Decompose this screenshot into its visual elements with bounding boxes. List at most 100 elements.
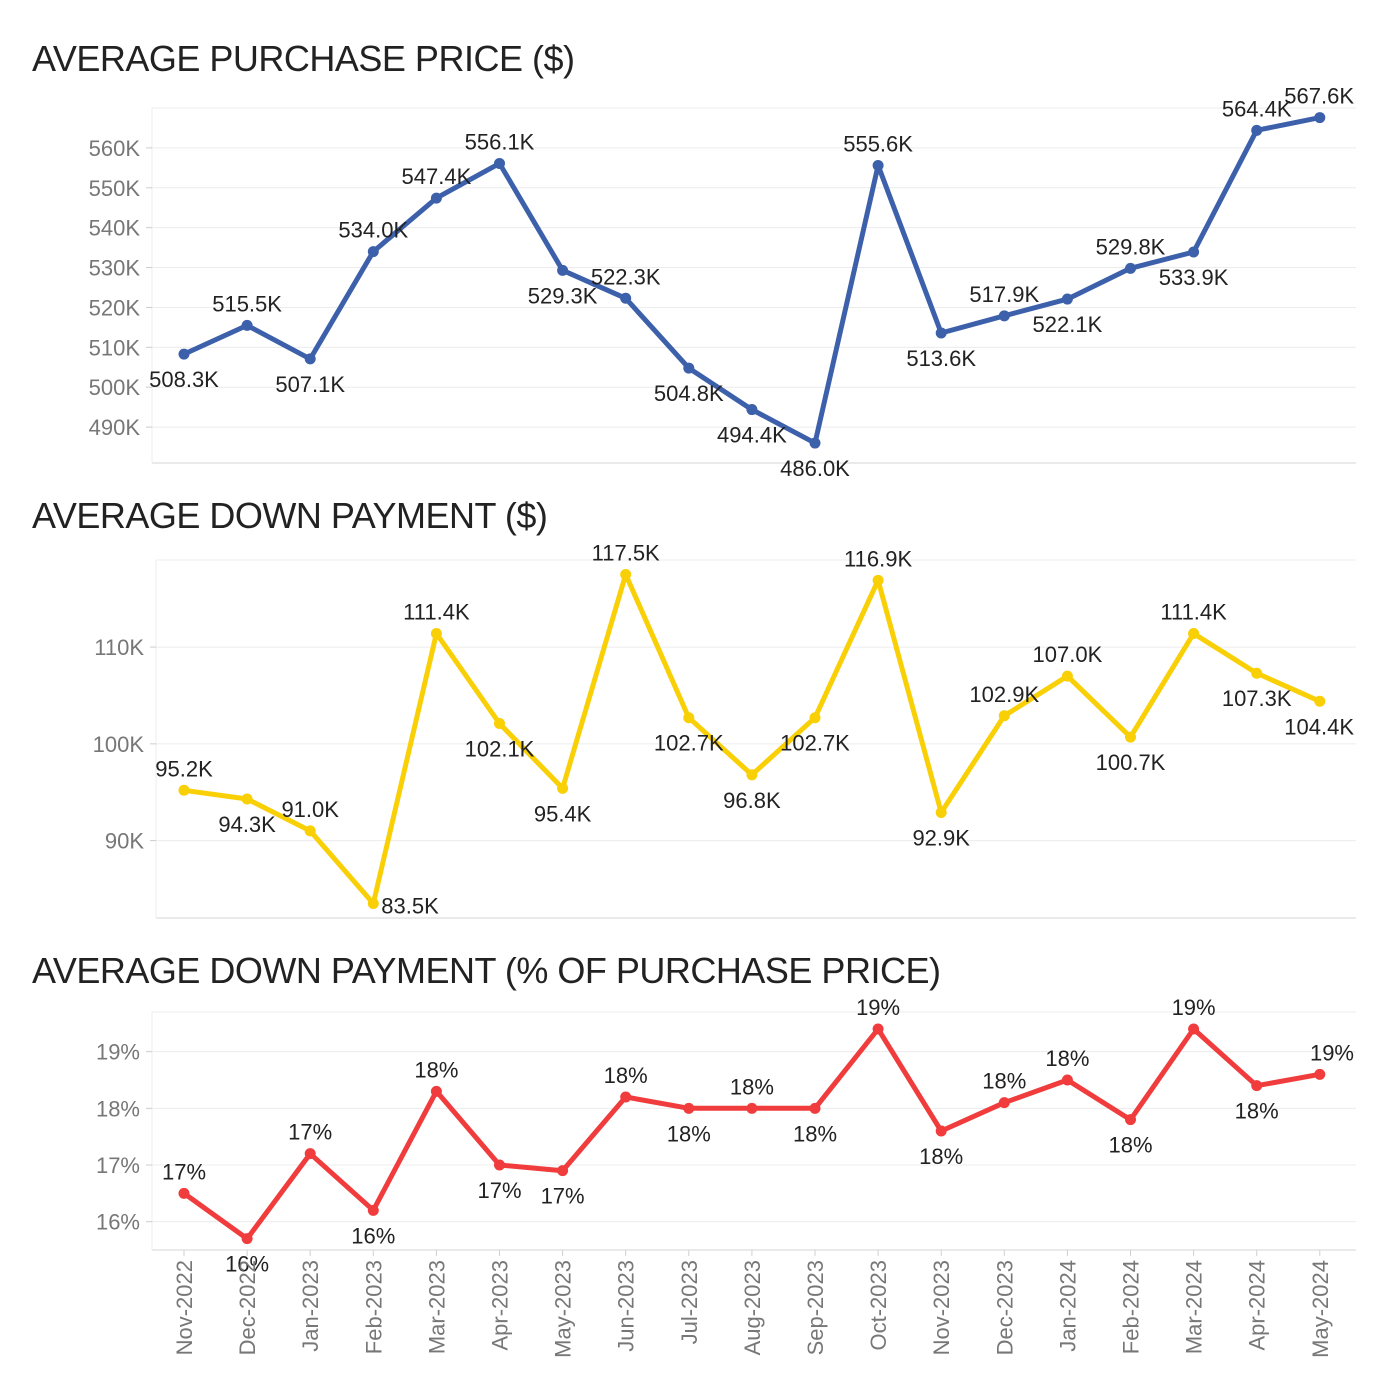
down-payment-pct-data-label: 18%: [793, 1121, 837, 1146]
down-payment-pct-y-tick-label: 16%: [96, 1210, 140, 1235]
price-data-point: [430, 192, 442, 204]
price-data-label: 529.3K: [528, 283, 598, 308]
down-payment-pct-data-point: [241, 1233, 253, 1245]
down-payment-pct-data-label: 17%: [288, 1120, 332, 1145]
price-data-label: 529.8K: [1096, 234, 1166, 259]
x-tick-label: Mar-2023: [424, 1260, 449, 1354]
down-payment-pct-data-point: [1251, 1080, 1263, 1092]
price-data-point: [872, 159, 884, 171]
down-payment-data-point: [746, 769, 758, 781]
down-payment-data-label: 117.5K: [592, 541, 660, 566]
price-data-point: [1188, 246, 1200, 258]
down-payment-pct-data-label: 18%: [730, 1074, 774, 1099]
x-tick-label: May-2024: [1308, 1260, 1333, 1358]
down-payment-pct-data-label: 17%: [477, 1178, 521, 1203]
down-payment-chart-title: AVERAGE DOWN PAYMENT ($): [32, 495, 548, 536]
down-payment-pct-data-label: 17%: [162, 1159, 206, 1184]
down-payment-data-point: [430, 628, 442, 640]
down-payment-data-point: [935, 807, 947, 819]
x-tick-label: Mar-2024: [1182, 1260, 1207, 1354]
down-payment-pct-data-point: [746, 1102, 758, 1114]
x-tick-label: Jun-2023: [614, 1260, 639, 1352]
down-payment-data-label: 102.9K: [969, 682, 1039, 707]
down-payment-pct-data-point: [494, 1159, 505, 1171]
down-payment-pct-data-point: [367, 1204, 379, 1216]
down-payment-pct-data-point: [809, 1102, 821, 1114]
price-data-point: [746, 404, 758, 416]
price-data-point: [998, 310, 1010, 322]
down-payment-data-point: [178, 784, 190, 796]
down-payment-pct-chart-title: AVERAGE DOWN PAYMENT (% OF PURCHASE PRIC…: [32, 950, 941, 991]
price-data-label: 513.6K: [906, 346, 976, 371]
x-tick-label: Jan-2023: [298, 1260, 323, 1352]
down-payment-pct-data-label: 19%: [856, 995, 900, 1020]
down-payment-data-label: 102.7K: [780, 731, 850, 756]
price-data-point: [494, 157, 505, 169]
down-payment-pct-data-point: [998, 1097, 1010, 1109]
down-payment-pct-y-tick-label: 18%: [96, 1096, 140, 1121]
price-data-label: 486.0K: [780, 456, 850, 481]
down-payment-data-point: [872, 574, 884, 586]
x-tick-label: Jan-2024: [1055, 1260, 1080, 1352]
price-series-line: [181, 115, 1323, 446]
x-tick-label: Sep-2023: [803, 1260, 828, 1355]
x-tick-label: Nov-2022: [172, 1260, 197, 1355]
down-payment-pct-data-label: 18%: [982, 1069, 1026, 1094]
price-y-tick-label: 500K: [89, 375, 141, 400]
x-tick-label: Oct-2023: [866, 1260, 891, 1351]
down-payment-pct-data-point: [178, 1187, 190, 1199]
price-data-point: [304, 353, 316, 365]
price-chart: 490K 500K 510K 520K 530K 540K 550K 560K 508.3K 51…: [89, 84, 1356, 481]
down-payment-pct-data-point: [620, 1091, 632, 1103]
x-tick-label: Apr-2023: [488, 1260, 513, 1351]
price-data-point: [935, 327, 947, 339]
x-axis: Nov-2022 Dec-2022 Jan-2023 Feb-2023 Mar-2023…: [172, 1250, 1333, 1358]
price-data-point: [178, 348, 190, 360]
down-payment-pct-data-point: [557, 1165, 569, 1177]
down-payment-data-label: 100.7K: [1096, 750, 1166, 775]
down-payment-data-point: [683, 712, 695, 724]
price-y-tick-label: 510K: [89, 335, 141, 360]
price-data-label: 508.3K: [149, 367, 219, 392]
down-payment-y-tick-label: 90K: [105, 829, 144, 854]
down-payment-data-label: 92.9K: [912, 826, 970, 851]
price-data-label: 522.1K: [1033, 312, 1103, 337]
down-payment-data-point: [494, 718, 505, 730]
down-payment-data-point: [557, 782, 569, 794]
down-payment-pct-y-tick-label: 19%: [96, 1040, 140, 1065]
x-tick-label: Aug-2023: [740, 1260, 765, 1355]
down-payment-series-line: [181, 572, 1323, 906]
down-payment-pct-data-point: [1061, 1074, 1073, 1086]
down-payment-data-point: [367, 897, 379, 909]
price-data-point: [1251, 124, 1263, 136]
down-payment-pct-y-tick-label: 17%: [96, 1153, 140, 1178]
price-y-tick-label: 560K: [89, 136, 141, 161]
price-data-point: [620, 292, 632, 304]
down-payment-data-point: [1125, 731, 1136, 743]
down-payment-pct-data-point: [935, 1125, 947, 1137]
price-y-tick-label: 540K: [89, 216, 141, 241]
price-y-tick-label: 520K: [89, 295, 141, 320]
down-payment-data-label: 111.4K: [1160, 600, 1227, 625]
down-payment-pct-data-point: [304, 1148, 316, 1160]
price-data-label: 547.4K: [402, 164, 472, 189]
down-payment-data-label: 111.4K: [403, 600, 470, 625]
down-payment-data-label: 91.0K: [281, 797, 339, 822]
price-data-point: [683, 362, 695, 374]
price-data-label: 494.4K: [717, 423, 787, 448]
down-payment-pct-data-point: [872, 1023, 884, 1035]
purchase-price-chart-title: AVERAGE PURCHASE PRICE ($): [32, 38, 575, 79]
down-payment-data-point: [1188, 628, 1200, 640]
down-payment-data-label: 95.4K: [534, 801, 592, 826]
down-payment-data-label: 95.2K: [155, 756, 213, 781]
price-data-label: 533.9K: [1159, 265, 1229, 290]
price-y-tick-label: 490K: [89, 415, 141, 440]
x-tick-label: Nov-2023: [929, 1260, 954, 1355]
price-data-point: [1061, 293, 1073, 305]
down-payment-pct-data-point: [1188, 1023, 1200, 1035]
down-payment-data-label: 96.8K: [723, 788, 781, 813]
price-data-label: 556.1K: [465, 129, 535, 154]
down-payment-pct-data-label: 18%: [604, 1063, 648, 1088]
